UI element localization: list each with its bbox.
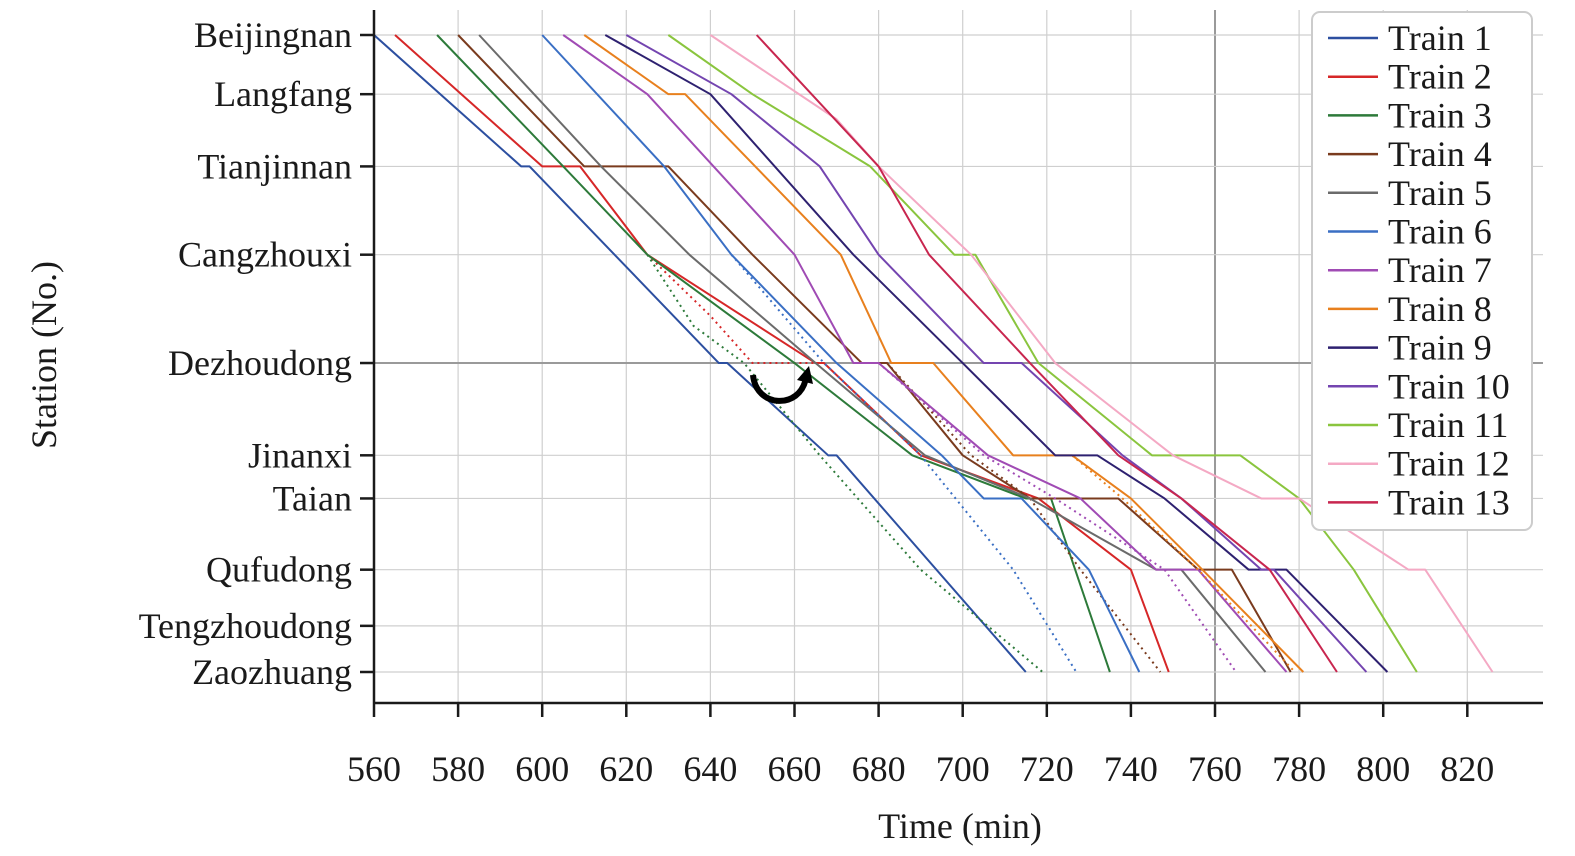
series-line	[373, 34, 1027, 673]
x-tick-label: 620	[599, 749, 653, 789]
legend-label: Train 1	[1388, 18, 1492, 58]
series-dotted-line	[646, 254, 1044, 673]
series-dotted-line	[877, 362, 1237, 673]
legend-label: Train 10	[1388, 366, 1510, 406]
x-tick-label: 820	[1440, 749, 1494, 789]
x-tick-label: 580	[431, 749, 485, 789]
legend-label: Train 8	[1388, 289, 1492, 329]
station-label: Tengzhoudong	[139, 606, 352, 646]
series-train-2	[394, 34, 1170, 673]
series-line	[604, 34, 1389, 673]
y-axis-title: Station (No.)	[24, 261, 64, 449]
x-tick-label: 680	[852, 749, 906, 789]
series-train-13	[755, 34, 1338, 673]
legend-label: Train 3	[1388, 95, 1492, 135]
curved-arrow-icon	[750, 374, 809, 404]
series-train-6	[541, 34, 1141, 673]
series-group	[373, 34, 1494, 673]
series-train-10	[625, 34, 1368, 673]
series-line	[625, 34, 1368, 673]
x-tick-label: 660	[768, 749, 822, 789]
series-line	[457, 34, 1292, 673]
station-label: Beijingnan	[194, 15, 352, 55]
series-dotted-line	[646, 253, 824, 365]
series-train-8	[583, 34, 1305, 673]
annotation-group	[750, 366, 813, 404]
series-line	[562, 34, 1288, 673]
legend-label: Train 13	[1388, 482, 1510, 522]
series-line	[394, 34, 1170, 673]
series-train-1	[373, 34, 1027, 673]
legend-box	[1311, 11, 1533, 531]
legend-label: Train 6	[1388, 212, 1492, 252]
axes: 560 580 600 620 640 660 680 700 720 740 760 780 800 8…	[139, 10, 1543, 789]
x-axis-title: Time (min)	[878, 806, 1042, 846]
station-label: Dezhoudong	[168, 343, 352, 383]
station-label: Jinanxi	[248, 435, 352, 475]
station-label: Cangzhouxi	[178, 235, 352, 275]
x-tick-label: 640	[683, 749, 737, 789]
x-tick-label: 560	[347, 749, 401, 789]
x-tick-label: 700	[936, 749, 990, 789]
x-tick-label: 600	[515, 749, 569, 789]
series-line	[755, 34, 1338, 673]
legend-label: Train 7	[1388, 250, 1492, 290]
arrow-head-icon	[797, 366, 813, 384]
series-train-9	[604, 34, 1389, 673]
legend-label: Train 11	[1388, 405, 1508, 445]
x-tick-label: 720	[1020, 749, 1074, 789]
series-dotted-line	[1071, 454, 1296, 673]
series-line	[583, 34, 1305, 673]
legend-label: Train 9	[1388, 328, 1492, 368]
x-tick-label: 740	[1104, 749, 1158, 789]
x-tick-label: 760	[1188, 749, 1242, 789]
series-train-7	[562, 34, 1288, 673]
legend-label: Train 2	[1388, 57, 1492, 97]
series-train-5	[478, 34, 1267, 673]
series-line	[478, 34, 1267, 673]
station-label: Tianjinnan	[197, 146, 352, 186]
series-dotted-line	[730, 254, 1078, 673]
series-train-4	[457, 34, 1292, 673]
x-tick-label: 780	[1272, 749, 1326, 789]
series-line	[541, 34, 1141, 673]
station-label: Qufudong	[206, 550, 352, 590]
station-label: Zaozhuang	[192, 652, 352, 692]
x-tick-label: 800	[1356, 749, 1410, 789]
series-train-3	[436, 34, 1111, 673]
legend-label: Train 5	[1388, 173, 1492, 213]
station-label: Taian	[273, 478, 352, 518]
legend-label: Train 4	[1388, 134, 1492, 174]
station-label: Langfang	[214, 74, 352, 114]
legend-label: Train 12	[1388, 444, 1510, 484]
series-line	[436, 34, 1111, 673]
